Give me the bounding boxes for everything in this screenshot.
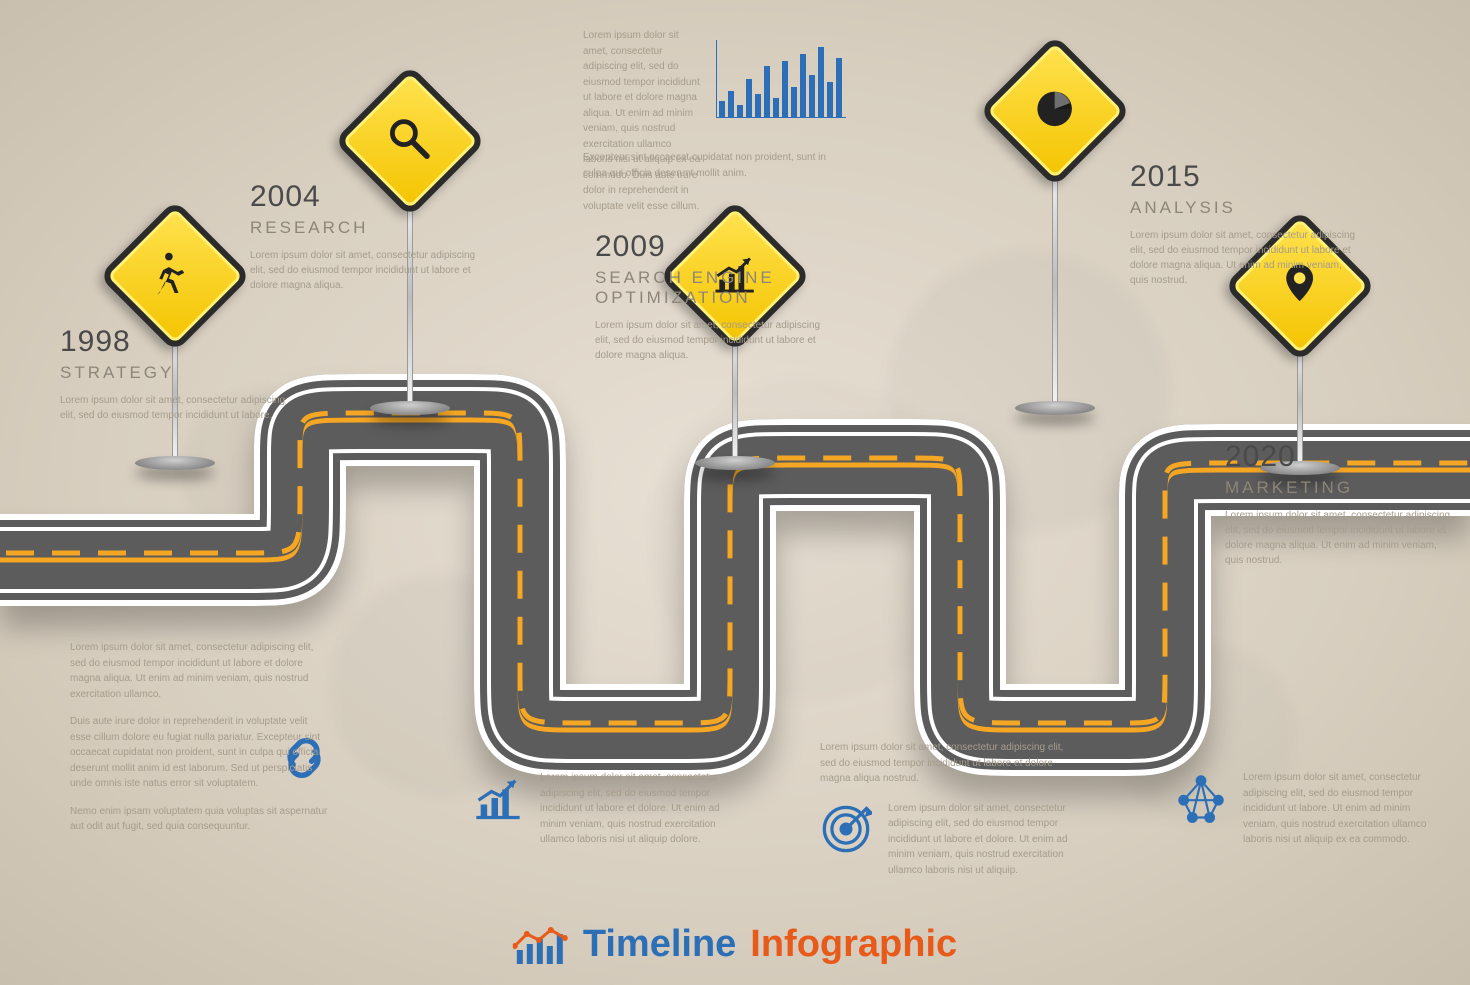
info-column-c4: Lorem ipsum dolor sit amet, consectetur … — [1175, 770, 1435, 862]
milestone-m2015: 2015 ANALYSIS Lorem ipsum dolor sit amet, … — [1130, 160, 1360, 288]
milestone-year: 1998 — [60, 325, 290, 359]
milestone-label: ANALYSIS — [1130, 198, 1360, 218]
network-icon — [1175, 772, 1227, 824]
sign-base — [695, 456, 775, 470]
milestone-year: 2020 — [1225, 440, 1455, 474]
milestone-label: STRATEGY — [60, 363, 290, 383]
info-column-c2: Lorem ipsum dolor sit amet, consectetur … — [472, 770, 732, 862]
growth-icon — [472, 772, 524, 824]
sign-base — [370, 401, 450, 415]
milestone-body: Lorem ipsum dolor sit amet, consectetur … — [595, 318, 825, 363]
milestone-body: Lorem ipsum dolor sit amet, consectetur … — [250, 248, 480, 293]
col-text: Lorem ipsum dolor sit amet, consectetur … — [70, 640, 330, 702]
milestone-m2020: 2020 MARKETING Lorem ipsum dolor sit amet,… — [1225, 440, 1455, 568]
milestone-year: 2009 — [595, 230, 825, 264]
milestone-year: 2015 — [1130, 160, 1360, 194]
intro-paragraph-2: Excepteur sint occaecat cupidatat non pr… — [583, 150, 843, 181]
col-text: Nemo enim ipsam voluptatem quia voluptas… — [70, 804, 330, 835]
target-icon — [820, 803, 872, 855]
col-text: Lorem ipsum dolor sit amet, consectetur … — [540, 770, 732, 848]
page-title: Timeline Infographic — [513, 923, 957, 966]
title-word-1: Timeline — [583, 923, 736, 966]
milestone-body: Lorem ipsum dolor sit amet, consectetur … — [1225, 508, 1455, 568]
col-text: Lorem ipsum dolor sit amet, consectetur … — [1243, 770, 1435, 848]
sign-pole — [1052, 163, 1058, 403]
milestone-label: RESEARCH — [250, 218, 480, 238]
col-text: Lorem ipsum dolor sit amet, consectetur … — [820, 740, 1080, 787]
info-column-c1: Lorem ipsum dolor sit amet, consectetur … — [70, 640, 330, 835]
pie-icon — [979, 35, 1132, 188]
sign-base — [135, 456, 215, 470]
milestone-m2009: 2009 SEARCH ENGINE OPTIMIZATION Lorem ipsu… — [595, 230, 825, 363]
sign-base — [1015, 401, 1095, 415]
col-text: Lorem ipsum dolor sit amet, consectetur … — [888, 801, 1080, 879]
milestone-m2004: 2004 RESEARCH Lorem ipsum dolor sit amet, … — [250, 180, 480, 293]
milestone-m1998: 1998 STRATEGY Lorem ipsum dolor sit amet, … — [60, 325, 290, 423]
milestone-body: Lorem ipsum dolor sit amet, consectetur … — [1130, 228, 1360, 288]
milestone-label: MARKETING — [1225, 478, 1455, 498]
milestone-label: SEARCH ENGINE OPTIMIZATION — [595, 268, 825, 308]
milestone-year: 2004 — [250, 180, 480, 214]
info-column-c3: Lorem ipsum dolor sit amet, consectetur … — [820, 740, 1080, 892]
title-word-2: Infographic — [750, 923, 957, 966]
mini-bar-chart — [716, 40, 846, 118]
sign-m2015 — [995, 57, 1115, 415]
intro-paragraph-1: Lorem ipsum dolor sit amet, consectetur … — [583, 28, 703, 214]
title-chart-icon — [513, 924, 569, 966]
milestone-body: Lorem ipsum dolor sit amet, consectetur … — [60, 393, 290, 423]
